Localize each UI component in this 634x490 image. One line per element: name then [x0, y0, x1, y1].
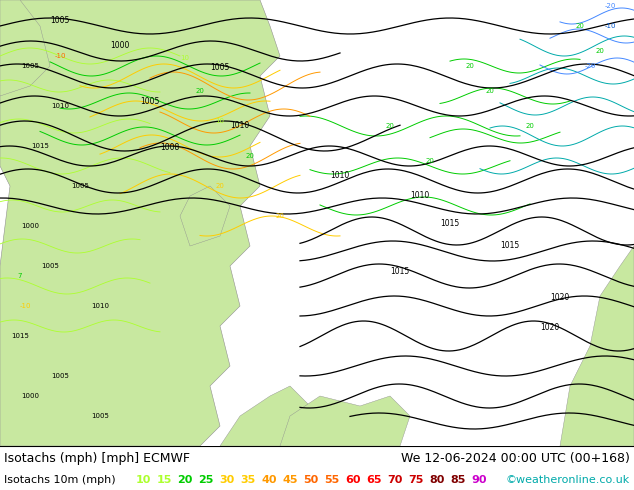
Text: 20: 20: [425, 158, 434, 164]
Polygon shape: [280, 396, 410, 446]
Text: 1010: 1010: [410, 192, 430, 200]
Text: 1005: 1005: [50, 17, 70, 25]
Text: 1010: 1010: [51, 103, 69, 109]
Text: 35: 35: [240, 475, 256, 485]
Text: 1008: 1008: [160, 144, 179, 152]
Text: -10: -10: [19, 303, 31, 309]
Text: 1005: 1005: [210, 64, 230, 73]
Text: 20: 20: [576, 23, 585, 29]
Text: 60: 60: [346, 475, 361, 485]
Text: -20: -20: [604, 3, 616, 9]
Text: 1020: 1020: [550, 294, 569, 302]
Text: 85: 85: [450, 475, 466, 485]
Polygon shape: [220, 386, 310, 446]
Text: 1000: 1000: [21, 223, 39, 229]
Text: 20: 20: [178, 475, 193, 485]
Text: 20: 20: [195, 88, 204, 94]
Text: 40: 40: [261, 475, 277, 485]
Text: 90: 90: [471, 475, 487, 485]
Text: 30: 30: [219, 475, 235, 485]
Text: 1010: 1010: [91, 303, 109, 309]
Text: 20: 20: [595, 48, 604, 54]
Text: 10: 10: [216, 118, 224, 124]
Polygon shape: [180, 186, 230, 246]
Text: -10: -10: [604, 23, 616, 29]
Text: 1015: 1015: [441, 220, 460, 228]
Text: -10: -10: [55, 53, 66, 59]
Text: 1005: 1005: [91, 413, 109, 419]
Text: 55: 55: [325, 475, 340, 485]
Text: 20: 20: [385, 123, 394, 129]
Text: 20: 20: [276, 213, 285, 219]
Text: 10: 10: [135, 475, 151, 485]
Text: 20: 20: [465, 63, 474, 69]
Text: 65: 65: [366, 475, 382, 485]
Text: 1000: 1000: [21, 393, 39, 399]
Text: 45: 45: [282, 475, 298, 485]
Text: 75: 75: [408, 475, 424, 485]
Text: 70: 70: [387, 475, 403, 485]
Polygon shape: [0, 0, 280, 446]
Text: 1000: 1000: [110, 42, 130, 50]
Text: Isotachs 10m (mph): Isotachs 10m (mph): [4, 475, 115, 485]
Text: 1005: 1005: [21, 63, 39, 69]
Text: 1015: 1015: [391, 267, 410, 275]
Text: 15: 15: [157, 475, 172, 485]
Text: 1015: 1015: [11, 333, 29, 339]
Text: 10: 10: [181, 55, 190, 61]
Text: 1005: 1005: [71, 183, 89, 189]
Text: 1010: 1010: [230, 122, 250, 130]
Text: 20: 20: [486, 88, 495, 94]
Text: 1005: 1005: [51, 373, 69, 379]
Text: 1015: 1015: [500, 242, 520, 250]
Text: -20: -20: [585, 63, 596, 69]
Text: 1010: 1010: [330, 172, 349, 180]
Text: 7: 7: [18, 273, 22, 279]
Text: 1005: 1005: [41, 263, 59, 269]
Text: Isotachs (mph) [mph] ECMWF: Isotachs (mph) [mph] ECMWF: [4, 452, 190, 465]
Polygon shape: [560, 246, 634, 446]
Text: 50: 50: [304, 475, 319, 485]
Text: 20: 20: [526, 123, 534, 129]
Text: 20: 20: [245, 153, 254, 159]
Text: 1015: 1015: [31, 143, 49, 149]
Text: 1020: 1020: [540, 323, 560, 333]
Text: 25: 25: [198, 475, 214, 485]
Text: We 12-06-2024 00:00 UTC (00+168): We 12-06-2024 00:00 UTC (00+168): [401, 452, 630, 465]
Text: 20: 20: [216, 183, 224, 189]
Text: 1005: 1005: [140, 97, 160, 105]
Text: ©weatheronline.co.uk: ©weatheronline.co.uk: [506, 475, 630, 485]
Text: 80: 80: [429, 475, 444, 485]
Polygon shape: [0, 0, 50, 96]
